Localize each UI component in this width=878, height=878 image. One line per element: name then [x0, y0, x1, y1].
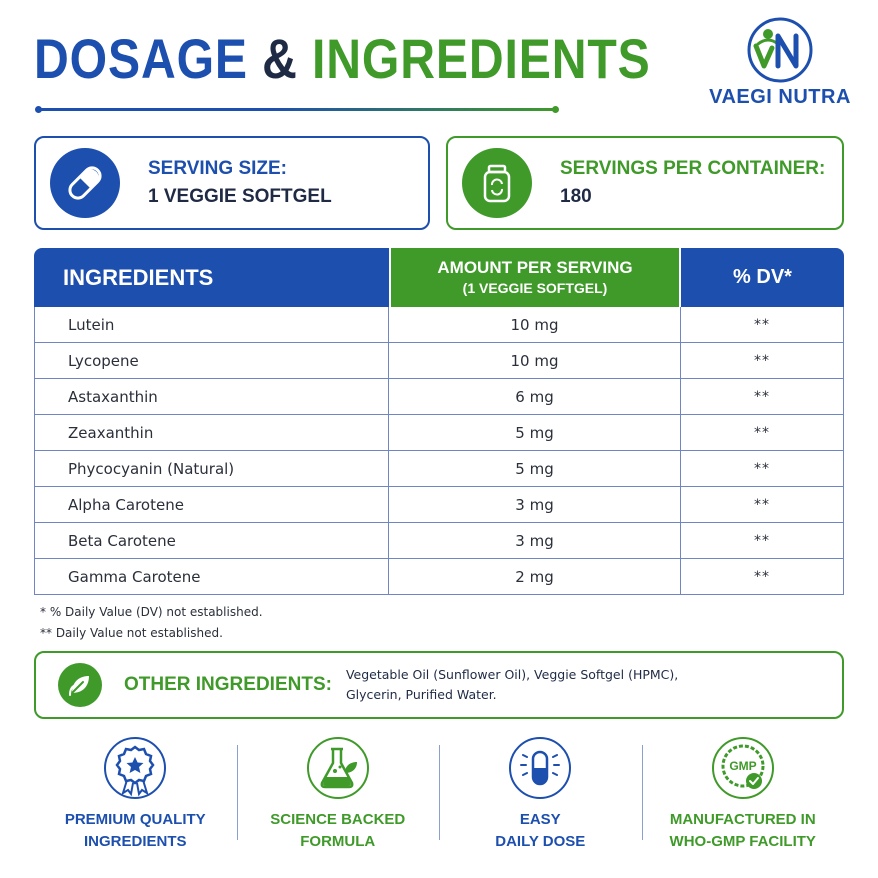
ingredient-amount: 10 mg	[389, 343, 681, 379]
servings-per-container-card: SERVINGS PER CONTAINER: 180	[446, 136, 844, 230]
page-title: DOSAGE & INGREDIENTS	[34, 26, 651, 91]
other-ingredients-line2: Glycerin, Purified Water.	[345, 687, 497, 702]
header-ingredients: INGREDIENTS	[34, 248, 389, 307]
ingredient-name: Phycocyanin (Natural)	[34, 451, 389, 487]
leaf-icon	[58, 663, 102, 707]
ingredient-amount: 10 mg	[389, 307, 681, 343]
header-amount-sub: (1 VEGGIE SOFTGEL)	[462, 279, 608, 296]
title-ampersand: &	[262, 27, 298, 90]
other-ingredients-box: OTHER INGREDIENTS: Vegetable Oil (Sunflo…	[34, 651, 844, 719]
table-row: Astaxanthin 6 mg **	[34, 379, 844, 415]
award-ribbon-icon	[104, 737, 167, 799]
gmp-seal-icon: GMP	[711, 737, 774, 799]
badge-gmp-line2: WHO-GMP FACILITY	[669, 833, 816, 850]
badge-easy-line2: DAILY DOSE	[495, 833, 586, 850]
footnote-1: * % Daily Value (DV) not established.	[40, 605, 263, 619]
ingredient-name: Astaxanthin	[34, 379, 389, 415]
badge-who-gmp: GMP MANUFACTURED IN WHO-GMP FACILITY	[641, 735, 845, 860]
header-amount: AMOUNT PER SERVING (1 VEGGIE SOFTGEL)	[389, 248, 681, 307]
ingredient-amount: 5 mg	[389, 451, 681, 487]
ingredient-dv: **	[681, 379, 844, 415]
bottle-icon	[462, 148, 532, 218]
table-row: Lycopene 10 mg **	[34, 343, 844, 379]
ingredient-name: Alpha Carotene	[34, 487, 389, 523]
serving-size-card: SERVING SIZE: 1 VEGGIE SOFTGEL	[34, 136, 430, 230]
ingredient-amount: 3 mg	[389, 487, 681, 523]
other-ingredients-label: OTHER INGREDIENTS:	[124, 674, 332, 695]
gmp-seal-text: GMP	[729, 759, 756, 773]
table-row: Gamma Carotene 2 mg **	[34, 559, 844, 595]
ingredient-dv: **	[681, 487, 844, 523]
badge-premium-line2: INGREDIENTS	[83, 833, 187, 850]
brand-logo: VAEGI NUTRA	[700, 14, 860, 124]
table-row: Alpha Carotene 3 mg **	[34, 487, 844, 523]
badge-science-line2: FORMULA	[300, 833, 376, 850]
flask-icon	[306, 737, 369, 799]
badge-science-line1: SCIENCE BACKED	[270, 811, 406, 828]
ingredient-dv: **	[681, 451, 844, 487]
other-ingredients-text: Vegetable Oil (Sunflower Oil), Veggie So…	[346, 665, 706, 705]
capsule-icon	[50, 148, 120, 218]
badge-gmp-line1: MANUFACTURED IN	[669, 811, 816, 828]
title-part2: INGREDIENTS	[312, 27, 651, 90]
footnote-2: ** Daily Value not established.	[40, 626, 223, 640]
table-row: Zeaxanthin 5 mg **	[34, 415, 844, 451]
title-part1: DOSAGE	[34, 27, 248, 90]
other-ingredients-line1: Vegetable Oil (Sunflower Oil), Veggie So…	[345, 667, 679, 682]
ingredient-name: Lycopene	[34, 343, 389, 379]
badge-easy-daily-dose: EASY DAILY DOSE	[439, 735, 642, 860]
table-row: Beta Carotene 3 mg **	[34, 523, 844, 559]
ingredient-name: Beta Carotene	[34, 523, 389, 559]
table-row: Lutein 10 mg **	[34, 307, 844, 343]
table-header-row: INGREDIENTS AMOUNT PER SERVING (1 VEGGIE…	[34, 248, 844, 307]
header-dv: % DV*	[681, 248, 844, 307]
ingredient-dv: **	[681, 307, 844, 343]
ingredient-amount: 3 mg	[389, 523, 681, 559]
servings-per-container-value: 180	[560, 186, 592, 207]
brand-name: VAEGI NUTRA	[709, 86, 851, 108]
ingredient-dv: **	[681, 343, 844, 379]
ingredient-name: Zeaxanthin	[34, 415, 389, 451]
badge-premium-line1: PREMIUM QUALITY	[64, 811, 206, 828]
table-row: Phycocyanin (Natural) 5 mg **	[34, 451, 844, 487]
feature-badges: PREMIUM QUALITY INGREDIENTS SCIENCE BACK…	[34, 735, 844, 860]
badge-easy-line1: EASY	[519, 811, 561, 828]
ingredient-dv: **	[681, 415, 844, 451]
badge-science-backed: SCIENCE BACKED FORMULA	[236, 735, 440, 860]
servings-per-container-label: SERVINGS PER CONTAINER:	[560, 158, 826, 179]
ingredient-dv: **	[681, 523, 844, 559]
ingredient-dv: **	[681, 559, 844, 595]
ingredient-amount: 6 mg	[389, 379, 681, 415]
title-underline	[35, 106, 559, 113]
ingredient-amount: 5 mg	[389, 415, 681, 451]
ingredient-amount: 2 mg	[389, 559, 681, 595]
ingredient-name: Gamma Carotene	[34, 559, 389, 595]
ingredient-name: Lutein	[34, 307, 389, 343]
header-amount-title: AMOUNT PER SERVING	[437, 257, 633, 277]
serving-size-value: 1 VEGGIE SOFTGEL	[148, 186, 332, 207]
badge-premium-quality: PREMIUM QUALITY INGREDIENTS	[34, 735, 237, 860]
brand-logo-icon	[747, 17, 813, 83]
capsule-icon	[509, 737, 572, 799]
footnotes: * % Daily Value (DV) not established. **…	[40, 602, 263, 644]
ingredients-table: INGREDIENTS AMOUNT PER SERVING (1 VEGGIE…	[34, 248, 844, 595]
serving-size-label: SERVING SIZE:	[148, 158, 288, 179]
